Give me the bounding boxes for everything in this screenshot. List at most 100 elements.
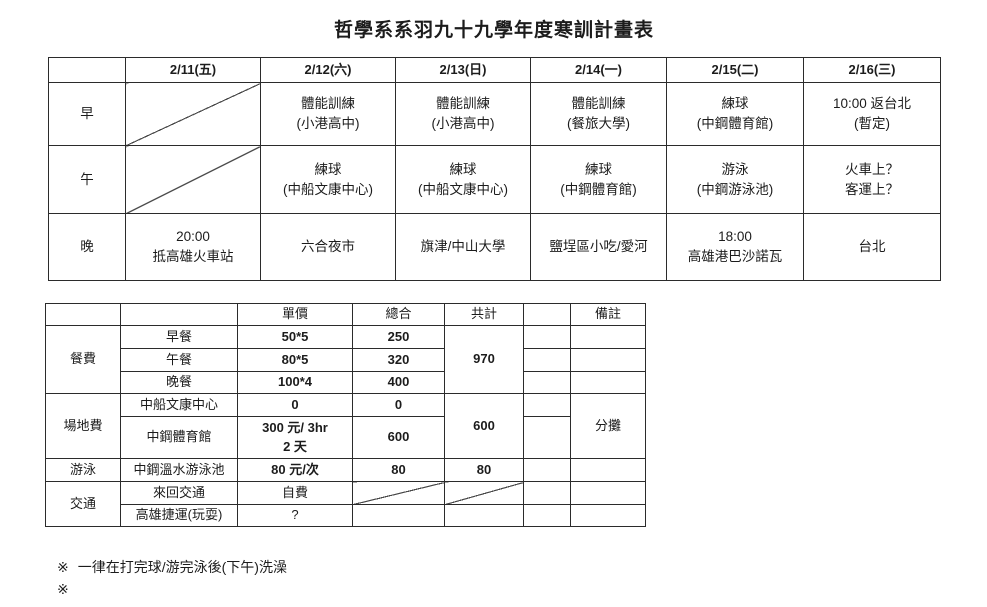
schedule-header-day1: 2/11(五) <box>125 57 261 83</box>
budget-empty-cell <box>523 325 571 349</box>
budget-header-remark: 備註 <box>570 303 646 326</box>
budget-unit-price-cell: 80*5 <box>237 348 353 372</box>
budget-row-venue2: 中鋼體育館 300 元/ 3hr 2 天 600 <box>46 416 646 459</box>
schedule-cell: 火車上？ 客運上？ <box>803 145 941 214</box>
schedule-header-blank <box>48 57 126 83</box>
budget-row-venue1: 場地費 中船文康中心 0 0 600 分攤 <box>45 393 646 459</box>
budget-item-cell: 中鋼體育館 <box>120 416 238 459</box>
budget-subtotal-cell: 600 <box>352 416 445 459</box>
budget-item-cell: 中鋼溫水游泳池 <box>120 458 238 482</box>
schedule-header-row: 2/11(五) 2/12(六) 2/13(日) 2/14(一) 2/15(二) … <box>48 57 941 83</box>
schedule-row-noon: 午 練球 (中船文康中心) 練球 (中船文康中心) 練球 (中鋼體育館) 游泳 … <box>48 145 941 214</box>
budget-empty-cell <box>523 348 571 372</box>
budget-header-row: 單價 總合 共計 備註 <box>45 303 646 326</box>
schedule-cell: 練球 (中船文康中心) <box>260 145 396 214</box>
schedule-cell: 體能訓練 (小港高中) <box>395 82 531 146</box>
budget-unit-price-cell: ? <box>237 504 353 527</box>
schedule-header-day4: 2/14(一) <box>530 57 667 83</box>
schedule-cell: 鹽埕區小吃/愛河 <box>530 213 667 281</box>
budget-remark-cell <box>570 458 646 482</box>
budget-table: 單價 總合 共計 備註 餐費 早餐 50*5 250 970 午餐 80*5 3… <box>45 303 646 527</box>
budget-item-cell: 來回交通 <box>120 481 238 505</box>
budget-unit-price-cell: 300 元/ 3hr 2 天 <box>237 416 353 459</box>
schedule-header-day2: 2/12(六) <box>260 57 396 83</box>
schedule-row-label-evening: 晚 <box>48 213 126 281</box>
schedule-cell: 六合夜市 <box>260 213 396 281</box>
schedule-row-label-noon: 午 <box>48 145 126 214</box>
schedule-cell: 練球 (中鋼體育館) <box>666 82 804 146</box>
schedule-header-day6: 2/16(三) <box>803 57 941 83</box>
footnote-marker: ※ <box>57 559 69 575</box>
schedule-cell: 20:00 抵高雄火車站 <box>125 213 261 281</box>
budget-remark-venue: 分攤 <box>570 393 646 459</box>
budget-header-subtotal: 總合 <box>352 303 445 326</box>
budget-row-swim: 游泳 中鋼溫水游泳池 80 元/次 80 80 <box>45 458 646 482</box>
budget-header-total: 共計 <box>444 303 524 326</box>
budget-unit-price-cell: 50*5 <box>237 325 353 349</box>
diagonal-strikethrough-cell <box>125 82 261 146</box>
budget-item-cell: 晚餐 <box>120 371 238 394</box>
footnote-text: 一律在打完球/游完泳後(下午)洗澡 <box>77 559 287 575</box>
budget-header-blank <box>120 303 238 326</box>
budget-remark-cell <box>570 348 646 372</box>
schedule-cell: 練球 (中船文康中心) <box>395 145 531 214</box>
budget-unit-price-cell: 0 <box>237 393 353 417</box>
budget-category-meal: 餐費 <box>45 325 121 394</box>
schedule-cell: 體能訓練 (小港高中) <box>260 82 396 146</box>
schedule-header-day5: 2/15(二) <box>666 57 804 83</box>
schedule-cell: 旗津/中山大學 <box>395 213 531 281</box>
diagonal-strikethrough-cell <box>125 145 261 214</box>
footnote-2: ※ <box>57 578 287 600</box>
budget-subtotal-cell: 80 <box>352 458 445 482</box>
diagonal-strikethrough-cell <box>352 481 445 505</box>
budget-item-cell: 早餐 <box>120 325 238 349</box>
budget-empty-cell <box>523 371 571 394</box>
budget-row-transport2: 高雄捷運(玩耍) ? <box>46 504 646 527</box>
budget-remark-cell <box>570 325 646 349</box>
budget-empty-cell <box>523 393 571 417</box>
budget-row-lunch: 午餐 80*5 320 <box>46 348 646 372</box>
diagonal-strikethrough-cell <box>444 481 524 505</box>
budget-category-transport: 交通 <box>45 481 121 527</box>
budget-empty-cell <box>444 504 524 527</box>
budget-row-breakfast: 餐費 早餐 50*5 250 970 <box>45 325 646 394</box>
budget-empty-cell <box>523 416 571 459</box>
budget-empty-cell <box>352 504 445 527</box>
budget-header-unit-price: 單價 <box>237 303 353 326</box>
schedule-row-evening: 晚 20:00 抵高雄火車站 六合夜市 旗津/中山大學 鹽埕區小吃/愛河 18:… <box>48 213 941 281</box>
page-title: 哲學系系羽九十九學年度寒訓計畫表 <box>333 20 654 41</box>
schedule-cell: 10:00 返台北 (暫定) <box>803 82 941 146</box>
budget-subtotal-cell: 320 <box>352 348 445 372</box>
footnote-1: ※ 一律在打完球/游完泳後(下午)洗澡 <box>57 556 287 578</box>
budget-category-venue: 場地費 <box>45 393 121 459</box>
budget-item-cell: 中船文康中心 <box>120 393 238 417</box>
budget-empty-cell <box>523 504 571 527</box>
schedule-cell: 台北 <box>803 213 941 281</box>
budget-total-meal: 970 <box>444 325 524 394</box>
footnote-marker: ※ <box>57 581 69 597</box>
schedule-header-day3: 2/13(日) <box>395 57 531 83</box>
schedule-row-morning: 早 體能訓練 (小港高中) 體能訓練 (小港高中) 體能訓練 (餐旅大學) 練球… <box>48 82 941 146</box>
budget-row-transport1: 交通 來回交通 自費 <box>45 481 646 527</box>
budget-header-blank <box>45 303 121 326</box>
schedule-cell: 18:00 高雄港巴沙諾瓦 <box>666 213 804 281</box>
budget-unit-price-cell: 自費 <box>237 481 353 505</box>
footnotes: ※ 一律在打完球/游完泳後(下午)洗澡 ※ <box>57 556 287 600</box>
budget-total-swim: 80 <box>444 458 524 482</box>
budget-empty-cell <box>523 481 571 505</box>
schedule-row-label-morning: 早 <box>48 82 126 146</box>
budget-total-venue: 600 <box>444 393 524 459</box>
schedule-table: 2/11(五) 2/12(六) 2/13(日) 2/14(一) 2/15(二) … <box>48 57 941 281</box>
budget-empty-cell <box>523 458 571 482</box>
budget-subtotal-cell: 400 <box>352 371 445 394</box>
schedule-cell: 游泳 (中鋼游泳池) <box>666 145 804 214</box>
schedule-cell: 練球 (中鋼體育館) <box>530 145 667 214</box>
budget-subtotal-cell: 250 <box>352 325 445 349</box>
budget-row-dinner: 晚餐 100*4 400 <box>46 371 646 394</box>
budget-unit-price-cell: 80 元/次 <box>237 458 353 482</box>
budget-header-blank <box>523 303 571 326</box>
budget-item-cell: 午餐 <box>120 348 238 372</box>
budget-category-swim: 游泳 <box>45 458 121 482</box>
budget-remark-cell <box>570 504 646 527</box>
